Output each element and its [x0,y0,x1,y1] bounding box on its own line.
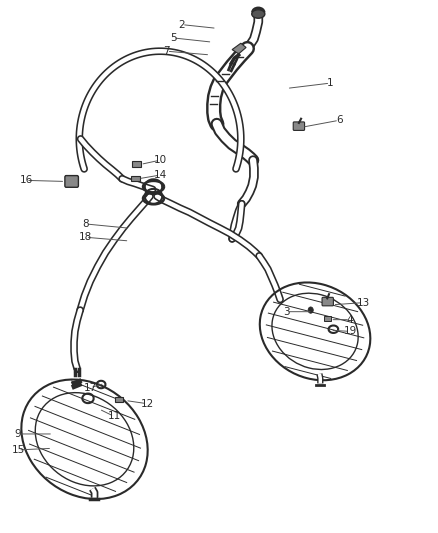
Text: 5: 5 [170,33,177,43]
Text: 18: 18 [79,232,92,243]
Bar [115,397,123,402]
Text: 7: 7 [163,46,170,56]
Text: 16: 16 [19,175,33,185]
Text: 11: 11 [108,411,121,422]
Text: 14: 14 [153,170,167,180]
Text: 15: 15 [11,445,25,455]
Circle shape [308,307,313,313]
FancyBboxPatch shape [65,175,78,187]
Text: 3: 3 [283,306,290,317]
Text: 19: 19 [343,326,357,336]
Text: 13: 13 [357,297,370,308]
Bar [132,161,141,166]
Text: 6: 6 [336,115,343,125]
Polygon shape [232,43,246,54]
Ellipse shape [252,10,265,18]
Text: 1: 1 [327,78,334,88]
Text: 17: 17 [84,383,97,393]
Text: 9: 9 [15,429,21,439]
FancyBboxPatch shape [322,297,333,306]
Text: 12: 12 [140,399,154,409]
Text: 10: 10 [153,155,166,165]
Text: 2: 2 [179,20,185,30]
FancyBboxPatch shape [293,122,304,131]
Text: 8: 8 [82,219,89,229]
Bar [324,316,331,321]
Text: 4: 4 [346,314,353,325]
Bar [131,176,140,181]
